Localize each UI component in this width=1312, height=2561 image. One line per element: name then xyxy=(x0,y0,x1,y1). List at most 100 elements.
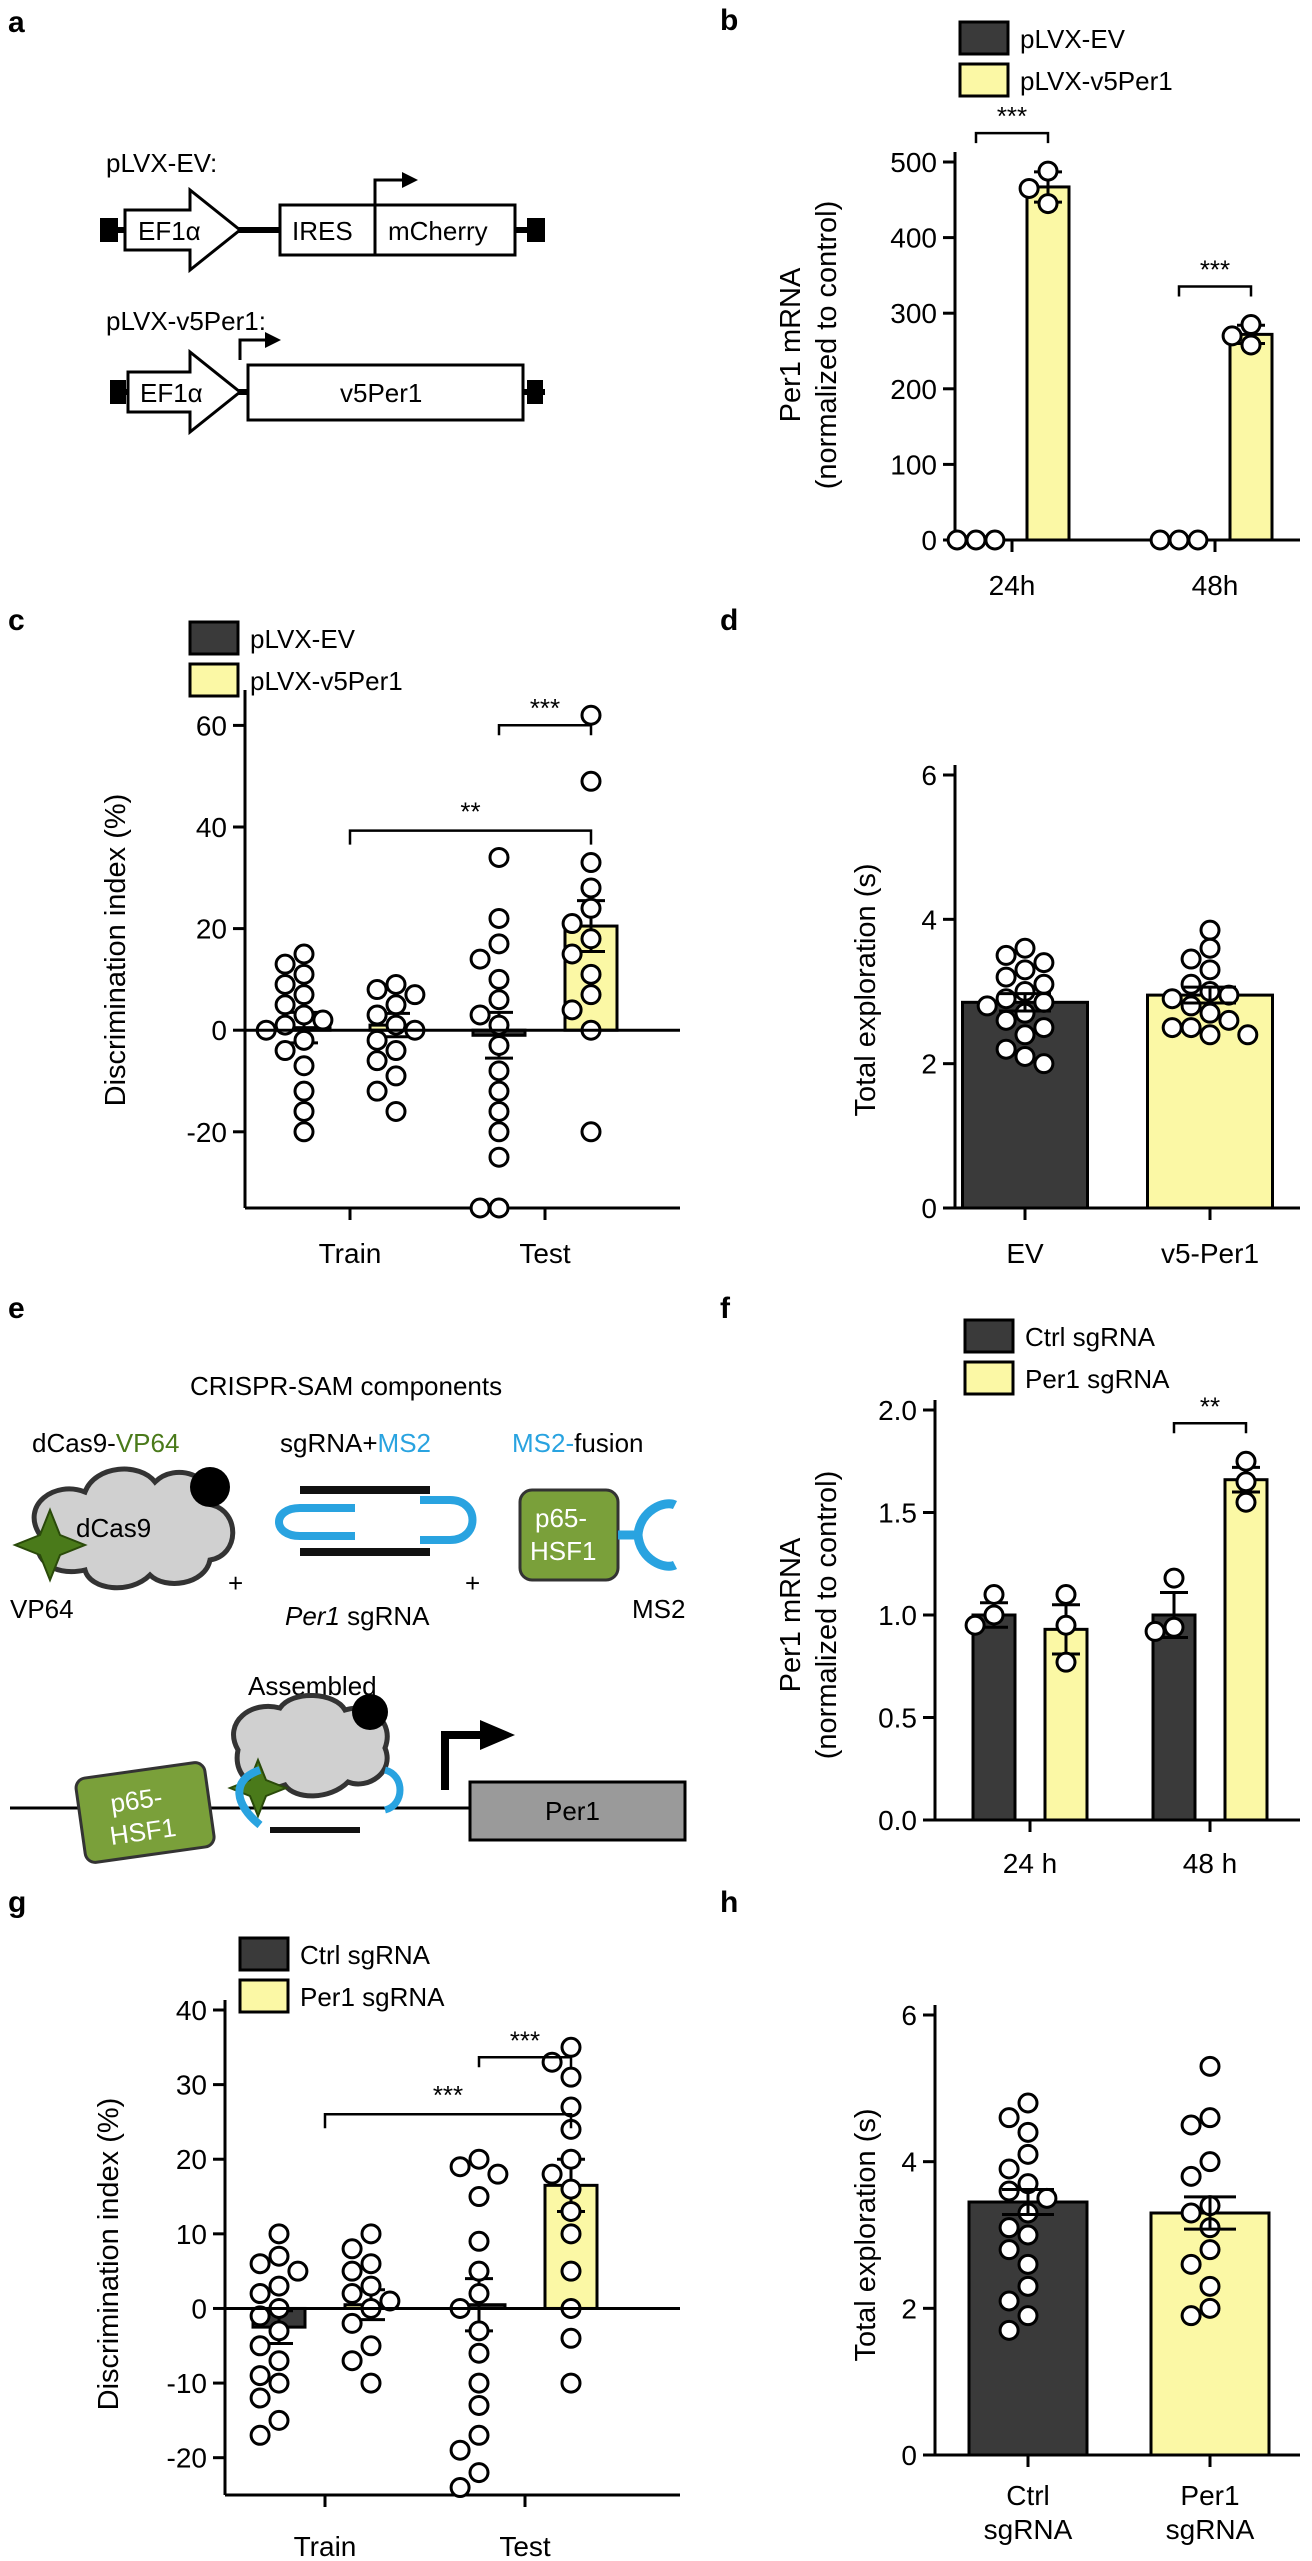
data-point xyxy=(268,2350,290,2372)
data-point xyxy=(488,1146,510,1168)
data-point xyxy=(341,2283,363,2305)
data-point xyxy=(1199,2297,1221,2319)
bar xyxy=(971,1613,1017,1822)
x-category-label: Train xyxy=(294,2531,357,2561)
panel-letter: b xyxy=(720,4,738,37)
data-point xyxy=(468,2230,490,2252)
ev-ltr-right xyxy=(527,218,545,242)
data-point xyxy=(580,963,602,985)
per1-promoter-arrow xyxy=(126,348,243,436)
data-point xyxy=(1161,988,1183,1010)
data-point xyxy=(268,2320,290,2342)
data-point xyxy=(1199,959,1221,981)
data-point xyxy=(274,953,296,975)
data-point xyxy=(995,1038,1017,1060)
data-point xyxy=(385,1100,407,1122)
data-point xyxy=(293,1055,315,1077)
legend-swatch xyxy=(958,62,1010,98)
x-category-label: v5-Per1 xyxy=(1161,1238,1259,1269)
hsf1-line2: HSF1 xyxy=(530,1536,596,1566)
x-category-label: 48 h xyxy=(1183,1848,1238,1879)
legend-label: Ctrl sgRNA xyxy=(300,1940,431,1970)
data-point xyxy=(1018,177,1040,199)
data-point xyxy=(580,984,602,1006)
data-point xyxy=(249,2387,271,2409)
data-point xyxy=(249,2424,271,2446)
data-point xyxy=(580,1121,602,1143)
significance-label: *** xyxy=(530,693,560,723)
significance-label: *** xyxy=(997,101,1027,131)
data-point xyxy=(560,2148,582,2170)
data-point xyxy=(998,2158,1020,2180)
y-tick-label: 60 xyxy=(196,710,227,741)
data-point xyxy=(293,963,315,985)
data-point xyxy=(468,2394,490,2416)
panel-a: a pLVX-EV: EF1α IRES mCherry pLVX-v5Per1… xyxy=(8,6,545,436)
x-category-label-line1: Per1 xyxy=(1180,2480,1239,2511)
data-point xyxy=(1014,1045,1036,1067)
per1-ltr-right xyxy=(527,380,543,404)
significance-label: ** xyxy=(1200,1391,1220,1421)
assembled-tss-arrow xyxy=(441,1731,485,1790)
significance-label: *** xyxy=(433,2080,463,2110)
data-point xyxy=(1187,529,1209,551)
data-point xyxy=(560,2066,582,2088)
data-point xyxy=(1033,973,1055,995)
panel-letter: f xyxy=(720,1292,731,1325)
data-point xyxy=(1055,1651,1077,1673)
data-point xyxy=(469,1197,491,1219)
plus-2: + xyxy=(465,1568,480,1598)
ev-tss-arrow xyxy=(373,178,405,205)
data-point xyxy=(1235,1471,1257,1493)
data-point xyxy=(488,1060,510,1082)
data-point xyxy=(487,2163,509,2185)
y-tick-label: 2.0 xyxy=(878,1395,917,1426)
legend-label: Per1 sgRNA xyxy=(1025,1364,1170,1394)
data-point xyxy=(560,2036,582,2058)
y-tick-label: 6 xyxy=(921,760,937,791)
mcherry-box xyxy=(373,203,517,257)
y-axis-label: Total exploration (s) xyxy=(850,2108,882,2361)
data-point xyxy=(995,944,1017,966)
data-point xyxy=(1199,1024,1221,1046)
data-point xyxy=(1235,1450,1257,1472)
data-point xyxy=(449,2156,471,2178)
v5per1-box xyxy=(246,363,525,422)
data-point xyxy=(1014,959,1036,981)
data-point xyxy=(449,2477,471,2499)
data-point xyxy=(998,2239,1020,2261)
data-point xyxy=(560,2372,582,2394)
data-point xyxy=(1017,2275,1039,2297)
vp64-label: VP64 xyxy=(10,1594,74,1624)
data-point xyxy=(561,913,583,935)
data-point xyxy=(1017,2121,1039,2143)
data-point xyxy=(468,2424,490,2446)
y-tick-label: 0 xyxy=(191,2293,207,2324)
ms2-loop-left-icon xyxy=(275,1504,301,1540)
y-tick-label: 40 xyxy=(176,1995,207,2026)
y-tick-label: 30 xyxy=(176,2070,207,2101)
panel-letter-e: e xyxy=(8,1292,25,1325)
data-point xyxy=(1017,2253,1039,2275)
bar xyxy=(1151,1613,1197,1822)
data-point xyxy=(268,2275,290,2297)
assembled-black-dot-icon xyxy=(352,1694,388,1730)
ev-promoter-arrow xyxy=(123,186,243,274)
data-point xyxy=(1218,984,1240,1006)
data-point xyxy=(293,943,315,965)
data-point xyxy=(1199,2275,1221,2297)
data-point xyxy=(580,897,602,919)
y-tick-label: 0 xyxy=(211,1015,227,1046)
significance-bracket xyxy=(323,2112,573,2129)
ms2-stem-left xyxy=(300,1504,355,1540)
significance-bracket xyxy=(497,723,593,736)
data-point xyxy=(1037,193,1059,215)
data-point xyxy=(1240,334,1262,356)
data-point xyxy=(1014,1024,1036,1046)
legend-label: pLVX-EV xyxy=(250,624,356,654)
x-category-label-line1: Ctrl xyxy=(1006,2480,1050,2511)
legend-swatch xyxy=(963,1360,1015,1396)
data-point xyxy=(1017,2305,1039,2327)
y-tick-label: 200 xyxy=(890,374,937,405)
